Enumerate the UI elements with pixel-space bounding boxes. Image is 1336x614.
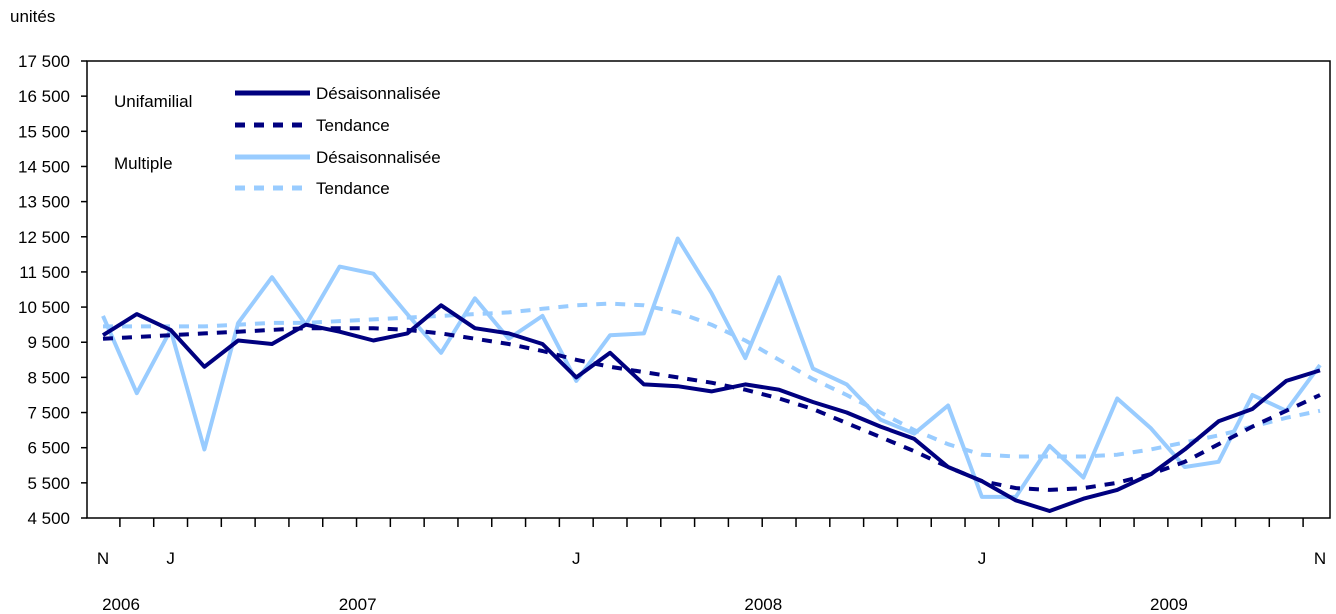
y-tick-label: 13 500 [18, 193, 70, 212]
series-line-multiple-tendance [103, 301, 1321, 459]
x-axis: N J J J N 2006 2007 2008 2009 [97, 518, 1326, 614]
legend-group-unifamilial: Unifamilial [114, 92, 192, 111]
y-tick-label: 17 500 [18, 52, 70, 71]
legend: Unifamilial Multiple Désaisonnalisée Ten… [114, 84, 441, 198]
y-tick-label: 15 500 [18, 122, 70, 141]
x-month-label: N [97, 549, 109, 568]
x-year-label: 2007 [339, 595, 377, 614]
x-month-label: N [1314, 549, 1326, 568]
y-tick-label: 4 500 [27, 509, 70, 528]
y-axis-unit-label: unités [10, 7, 55, 26]
series-line-multiple-desaisonnalisee [101, 236, 1322, 499]
y-tick-label: 9 500 [27, 333, 70, 352]
series-line-unifamilial-desaisonnalisee [101, 303, 1321, 513]
x-month-label: J [978, 549, 987, 568]
series-lines [101, 236, 1322, 513]
y-tick-label: 16 500 [18, 87, 70, 106]
x-year-label: 2008 [744, 595, 782, 614]
y-tick-label: 10 500 [18, 298, 70, 317]
y-tick-label: 6 500 [27, 439, 70, 458]
x-year-label: 2009 [1150, 595, 1188, 614]
y-axis: 4 500 5 500 6 500 7 500 8 500 9 500 10 500 11 5… [18, 52, 87, 528]
legend-label-multiple-desaisonnalisee: Désaisonnalisée [316, 148, 441, 167]
y-tick-label: 5 500 [27, 474, 70, 493]
y-tick-label: 8 500 [27, 368, 70, 387]
plot-frame [86, 60, 1331, 519]
y-tick-label: 11 500 [19, 263, 70, 282]
legend-label-unifamilial-desaisonnalisee: Désaisonnalisée [316, 84, 441, 103]
x-year-label: 2006 [102, 595, 140, 614]
legend-group-multiple: Multiple [114, 154, 173, 173]
y-tick-label: 7 500 [27, 404, 70, 423]
y-tick-label: 12 500 [18, 228, 70, 247]
y-tick-label: 14 500 [18, 157, 70, 176]
legend-label-multiple-tendance: Tendance [316, 179, 390, 198]
x-month-label: J [166, 549, 175, 568]
legend-label-unifamilial-tendance: Tendance [316, 116, 390, 135]
x-month-label: J [572, 549, 581, 568]
series-line-unifamilial-tendance [102, 326, 1321, 492]
